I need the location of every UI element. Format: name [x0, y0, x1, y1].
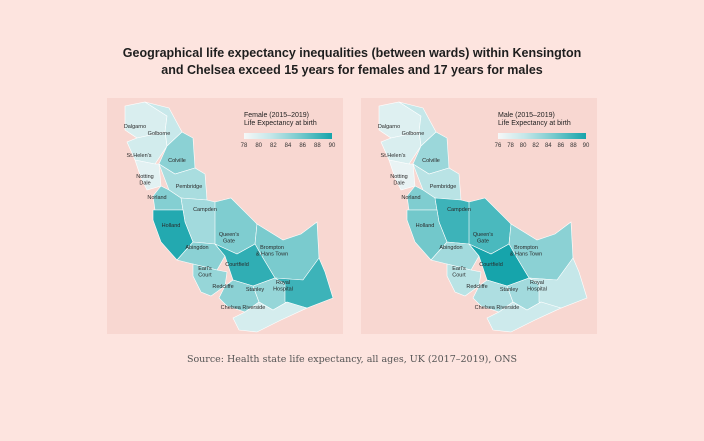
- legend-color-bar: [244, 133, 332, 139]
- legend-tick-label: 82: [532, 143, 540, 149]
- legend-title-measure: Life Expectancy at birth: [244, 120, 317, 127]
- legend-color-bar: [498, 133, 586, 139]
- ward-label-campden: Campden: [193, 207, 217, 213]
- title-line-2: and Chelsea exceed 15 years for females …: [161, 63, 543, 77]
- ward-label-colville: Colville: [168, 158, 186, 164]
- legend-tick-label: 90: [582, 143, 590, 149]
- ward-queen-s-gate: [214, 197, 258, 255]
- ward-label-dalgarno: Dalgarno: [124, 124, 146, 130]
- ward-label-queen-s-gate: Queen's Gate: [219, 232, 240, 245]
- legend-tick-label: 88: [570, 143, 577, 149]
- ward-label-queen-s-gate: Queen's Gate: [473, 232, 494, 245]
- ward-label-redcliffe: Redcliffe: [212, 284, 233, 290]
- ward-label-brompton-hans-town: Brompton & Hans Town: [256, 245, 288, 258]
- ward-earl-s-court: [192, 263, 228, 297]
- legend-tick-label: 84: [544, 143, 552, 149]
- legend-tick-label: 90: [328, 143, 336, 149]
- male-legend: Male (2015–2019) Life Expectancy at birt…: [494, 112, 593, 152]
- female-map-panel: Dalgarno Golborne St.Helen's Colville Nottin…: [107, 98, 343, 334]
- ward-label-golborne: Golborne: [402, 131, 425, 137]
- legend-tick-label: 78: [240, 143, 248, 149]
- ward-label-norland: Norland: [147, 195, 166, 201]
- female-legend: Female (2015–2019) Life Expectancy at bi…: [240, 112, 339, 152]
- legend-tick-label: 82: [269, 143, 277, 149]
- ward-label-golborne: Golborne: [148, 131, 171, 137]
- legend-tick-label: 78: [507, 143, 514, 149]
- ward-label-campden: Campden: [447, 207, 471, 213]
- ward-label-dalgarno: Dalgarno: [378, 124, 400, 130]
- legend-tick-label: 80: [519, 143, 527, 149]
- ward-label-chelsea-riverside: Chelsea Riverside: [475, 305, 520, 311]
- legend-tick-label: 76: [494, 143, 502, 149]
- ward-label-abingdon: Abingdon: [439, 245, 462, 251]
- ward-chelsea-riverside: [486, 301, 562, 333]
- ward-label-st-helen-s: St.Helen's: [381, 153, 406, 159]
- ward-label-royal-hospital: Royal Hospital: [527, 280, 547, 293]
- male-map-panel: Dalgarno Golborne St.Helen's Colville Nottin…: [361, 98, 597, 334]
- ward-label-holland: Holland: [162, 223, 181, 229]
- legend-ticks: 78 80 82 84 86 88 90: [240, 143, 339, 152]
- ward-chelsea-riverside: [232, 301, 308, 333]
- source-note: Source: Health state life expectancy, al…: [186, 354, 518, 365]
- ward-label-earl-s-court: Earl's Court: [452, 266, 466, 279]
- ward-label-redcliffe: Redcliffe: [466, 284, 487, 290]
- ward-label-st-helen-s: St.Helen's: [127, 153, 152, 159]
- ward-label-notting-dale: Notting Dale: [390, 174, 407, 187]
- title-line-1: Geographical life expectancy inequalitie…: [122, 46, 582, 60]
- ward-label-stanley: Stanley: [246, 287, 265, 293]
- legend-tick-label: 84: [284, 143, 292, 149]
- legend-title-sex: Female (2015–2019): [244, 112, 309, 119]
- ward-label-abingdon: Abingdon: [185, 245, 208, 251]
- legend-title-measure: Life Expectancy at birth: [498, 120, 571, 127]
- legend-tick-label: 86: [299, 143, 306, 149]
- ward-royal-hospital: [528, 257, 588, 309]
- legend-tick-label: 80: [255, 143, 262, 149]
- ward-queen-s-gate: [468, 197, 512, 255]
- legend-title-sex: Male (2015–2019): [498, 112, 555, 119]
- ward-label-pembridge: Pembridge: [176, 184, 203, 190]
- chart-title: Geographical life expectancy inequalitie…: [60, 45, 644, 79]
- ward-label-colville: Colville: [422, 158, 440, 164]
- ward-label-stanley: Stanley: [500, 287, 519, 293]
- ward-label-brompton-hans-town: Brompton & Hans Town: [510, 245, 542, 258]
- ward-earl-s-court: [446, 263, 482, 297]
- legend-tick-label: 88: [313, 143, 321, 149]
- ward-label-royal-hospital: Royal Hospital: [273, 280, 293, 293]
- legend-ticks: 76 78 80 82 84 86 88 90: [494, 143, 593, 152]
- ward-label-chelsea-riverside: Chelsea Riverside: [221, 305, 266, 311]
- ward-label-courtfield: Courtfield: [225, 262, 249, 268]
- ward-label-holland: Holland: [416, 223, 435, 229]
- ward-label-notting-dale: Notting Dale: [136, 174, 153, 187]
- legend-tick-label: 86: [557, 143, 565, 149]
- ward-label-pembridge: Pembridge: [430, 184, 457, 190]
- ward-label-courtfield: Courtfield: [479, 262, 503, 268]
- ward-label-norland: Norland: [401, 195, 420, 201]
- ward-royal-hospital: [274, 257, 334, 309]
- ward-label-earl-s-court: Earl's Court: [198, 266, 212, 279]
